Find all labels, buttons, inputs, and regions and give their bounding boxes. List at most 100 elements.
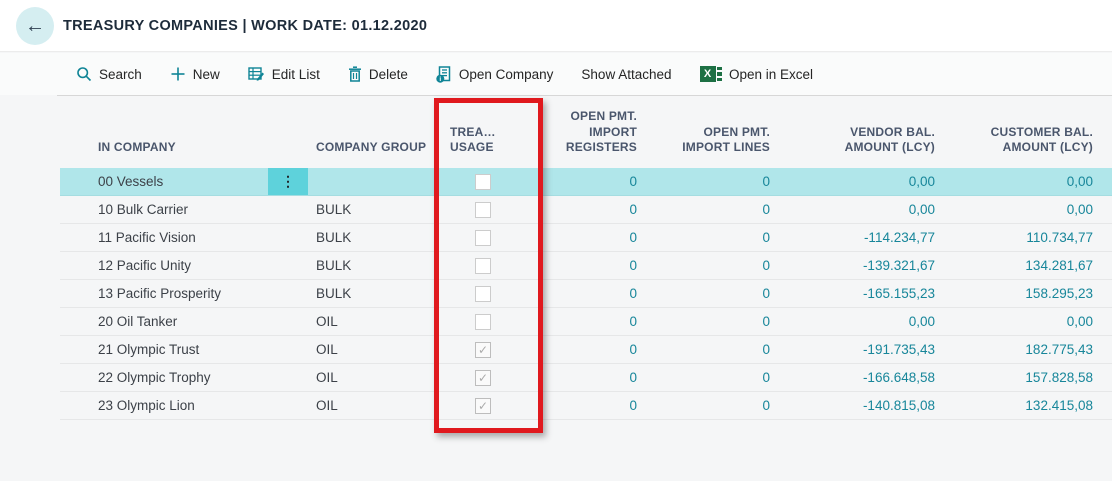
table-row[interactable]: 13 Pacific Prosperity BULK 0 0 -165.155,23 15… bbox=[60, 280, 1112, 308]
customer-bal-amount-cell[interactable]: 0,00 bbox=[1066, 202, 1093, 217]
company-group-cell[interactable]: BULK bbox=[316, 286, 352, 301]
open-pmt-import-lines-cell[interactable]: 0 bbox=[762, 230, 770, 245]
treasury-usage-checkbox[interactable] bbox=[475, 341, 491, 358]
treasury-usage-cell[interactable] bbox=[440, 308, 545, 335]
open-pmt-import-registers-cell[interactable]: 0 bbox=[629, 258, 637, 273]
table-row[interactable]: 10 Bulk Carrier BULK 0 0 0,00 0,00 bbox=[60, 196, 1112, 224]
vendor-bal-amount-cell[interactable]: -191.735,43 bbox=[862, 342, 935, 357]
open-pmt-import-registers-cell[interactable]: 0 bbox=[629, 174, 637, 189]
edit-list-button[interactable]: Edit List bbox=[248, 66, 320, 82]
vendor-bal-amount-cell[interactable]: -165.155,23 bbox=[862, 286, 935, 301]
open-pmt-import-registers-cell[interactable]: 0 bbox=[629, 202, 637, 217]
new-button[interactable]: New bbox=[170, 66, 220, 82]
treasury-usage-checkbox[interactable] bbox=[475, 397, 491, 414]
back-button[interactable]: ← bbox=[16, 7, 54, 45]
column-header-company-group[interactable]: COMPANY GROUP bbox=[316, 140, 427, 155]
open-pmt-import-registers-cell[interactable]: 0 bbox=[629, 342, 637, 357]
vendor-bal-amount-cell[interactable]: -140.815,08 bbox=[862, 398, 935, 413]
company-group-cell[interactable] bbox=[308, 168, 440, 195]
treasury-usage-cell[interactable] bbox=[440, 196, 545, 223]
company-name-cell[interactable]: 20 Oil Tanker bbox=[98, 314, 178, 329]
open-pmt-import-lines-cell[interactable]: 0 bbox=[762, 258, 770, 273]
company-group-cell[interactable]: OIL bbox=[316, 398, 338, 413]
company-group-cell[interactable]: OIL bbox=[316, 342, 338, 357]
open-pmt-import-registers-cell[interactable]: 0 bbox=[629, 230, 637, 245]
treasury-usage-cell[interactable] bbox=[440, 364, 545, 391]
open-pmt-import-registers-cell[interactable]: 0 bbox=[629, 314, 637, 329]
column-header-open-pmt-import-lines[interactable]: OPEN PMT. IMPORT LINES bbox=[682, 124, 770, 155]
vendor-bal-amount-cell[interactable]: 0,00 bbox=[908, 314, 935, 329]
table-row[interactable]: 23 Olympic Lion OIL 0 0 -140.815,08 132.415,0… bbox=[60, 392, 1112, 420]
search-button[interactable]: Search bbox=[76, 66, 142, 82]
show-attached-button[interactable]: Show Attached bbox=[581, 67, 671, 82]
customer-bal-amount-cell[interactable]: 0,00 bbox=[1066, 174, 1093, 189]
customer-bal-amount-cell[interactable]: 157.828,58 bbox=[1025, 370, 1093, 385]
treasury-usage-cell[interactable] bbox=[440, 252, 545, 279]
open-pmt-import-lines-cell[interactable]: 0 bbox=[762, 202, 770, 217]
delete-button[interactable]: Delete bbox=[348, 66, 408, 82]
treasury-usage-checkbox[interactable] bbox=[475, 369, 491, 386]
customer-bal-amount-cell[interactable]: 134.281,67 bbox=[1025, 258, 1093, 273]
column-header-in-company[interactable]: IN COMPANY bbox=[98, 140, 176, 155]
vendor-bal-amount-cell[interactable]: -114.234,77 bbox=[863, 230, 935, 245]
open-pmt-import-registers-cell[interactable]: 0 bbox=[629, 370, 637, 385]
table-row[interactable]: 20 Oil Tanker OIL 0 0 0,00 0,00 bbox=[60, 308, 1112, 336]
open-in-excel-button[interactable]: X Open in Excel bbox=[699, 66, 813, 82]
table-row[interactable]: 12 Pacific Unity BULK 0 0 -139.321,67 134.281… bbox=[60, 252, 1112, 280]
treasury-usage-checkbox[interactable] bbox=[475, 201, 491, 218]
customer-bal-amount-cell[interactable]: 158.295,23 bbox=[1025, 286, 1093, 301]
open-pmt-import-lines-cell[interactable]: 0 bbox=[762, 398, 770, 413]
treasury-usage-cell[interactable] bbox=[440, 336, 545, 363]
column-header-treasury-usage[interactable]: TREA… USAGE bbox=[450, 124, 496, 155]
new-label: New bbox=[192, 66, 220, 82]
treasury-usage-checkbox[interactable] bbox=[475, 173, 491, 190]
company-name-cell[interactable]: 13 Pacific Prosperity bbox=[98, 286, 222, 301]
treasury-usage-cell[interactable] bbox=[440, 392, 545, 419]
open-pmt-import-lines-cell[interactable]: 0 bbox=[762, 174, 770, 189]
table-row[interactable]: 11 Pacific Vision BULK 0 0 -114.234,77 110.73… bbox=[60, 224, 1112, 252]
treasury-usage-cell[interactable] bbox=[440, 280, 545, 307]
open-company-button[interactable]: i Open Company bbox=[436, 65, 553, 83]
treasury-usage-checkbox[interactable] bbox=[475, 257, 491, 274]
vendor-bal-amount-cell[interactable]: 0,00 bbox=[908, 202, 935, 217]
column-header-spacer bbox=[268, 96, 308, 168]
open-pmt-import-lines-cell[interactable]: 0 bbox=[762, 286, 770, 301]
open-pmt-import-lines-cell[interactable]: 0 bbox=[762, 370, 770, 385]
company-name-cell[interactable]: 23 Olympic Lion bbox=[98, 398, 195, 413]
customer-bal-amount-cell[interactable]: 0,00 bbox=[1066, 314, 1093, 329]
customer-bal-amount-cell[interactable]: 110.734,77 bbox=[1026, 230, 1093, 245]
customer-bal-amount-cell[interactable]: 182.775,43 bbox=[1025, 342, 1093, 357]
company-name-cell[interactable]: 00 Vessels bbox=[98, 174, 164, 189]
open-pmt-import-lines-cell[interactable]: 0 bbox=[762, 314, 770, 329]
open-pmt-import-registers-cell[interactable]: 0 bbox=[629, 398, 637, 413]
treasury-usage-checkbox[interactable] bbox=[475, 229, 491, 246]
open-pmt-import-registers-cell[interactable]: 0 bbox=[629, 286, 637, 301]
company-name-cell[interactable]: 22 Olympic Trophy bbox=[98, 370, 211, 385]
table-row[interactable]: 00 Vessels ⋮ 0 0 0,00 0,00 bbox=[60, 168, 1112, 196]
company-name-cell[interactable]: 12 Pacific Unity bbox=[98, 258, 192, 273]
company-group-cell[interactable]: BULK bbox=[316, 202, 352, 217]
company-group-cell[interactable]: OIL bbox=[316, 370, 338, 385]
treasury-usage-checkbox[interactable] bbox=[475, 313, 491, 330]
vendor-bal-amount-cell[interactable]: 0,00 bbox=[908, 174, 935, 189]
company-name-cell[interactable]: 11 Pacific Vision bbox=[98, 230, 196, 245]
treasury-usage-cell[interactable] bbox=[440, 224, 545, 251]
column-header-open-pmt-import-registers[interactable]: OPEN PMT. IMPORT REGISTERS bbox=[565, 109, 637, 155]
vendor-bal-amount-cell[interactable]: -166.648,58 bbox=[862, 370, 935, 385]
table-row[interactable]: 22 Olympic Trophy OIL 0 0 -166.648,58 157.828… bbox=[60, 364, 1112, 392]
company-name-cell[interactable]: 10 Bulk Carrier bbox=[98, 202, 189, 217]
column-header-vendor-bal-amount[interactable]: VENDOR BAL. AMOUNT (LCY) bbox=[844, 124, 935, 155]
company-group-cell[interactable]: BULK bbox=[316, 258, 352, 273]
column-header-customer-bal-amount[interactable]: CUSTOMER BAL. AMOUNT (LCY) bbox=[990, 124, 1093, 155]
treasury-usage-cell[interactable] bbox=[440, 168, 545, 195]
vendor-bal-amount-cell[interactable]: -139.321,67 bbox=[862, 258, 935, 273]
table-row[interactable]: 21 Olympic Trust OIL 0 0 -191.735,43 182.775,… bbox=[60, 336, 1112, 364]
treasury-usage-checkbox[interactable] bbox=[475, 285, 491, 302]
row-menu-button[interactable]: ⋮ bbox=[268, 168, 308, 195]
customer-bal-amount-cell[interactable]: 132.415,08 bbox=[1025, 398, 1093, 413]
company-group-cell[interactable]: OIL bbox=[316, 314, 338, 329]
company-group-cell[interactable]: BULK bbox=[316, 230, 352, 245]
company-name-cell[interactable]: 21 Olympic Trust bbox=[98, 342, 200, 357]
open-pmt-import-lines-cell[interactable]: 0 bbox=[762, 342, 770, 357]
